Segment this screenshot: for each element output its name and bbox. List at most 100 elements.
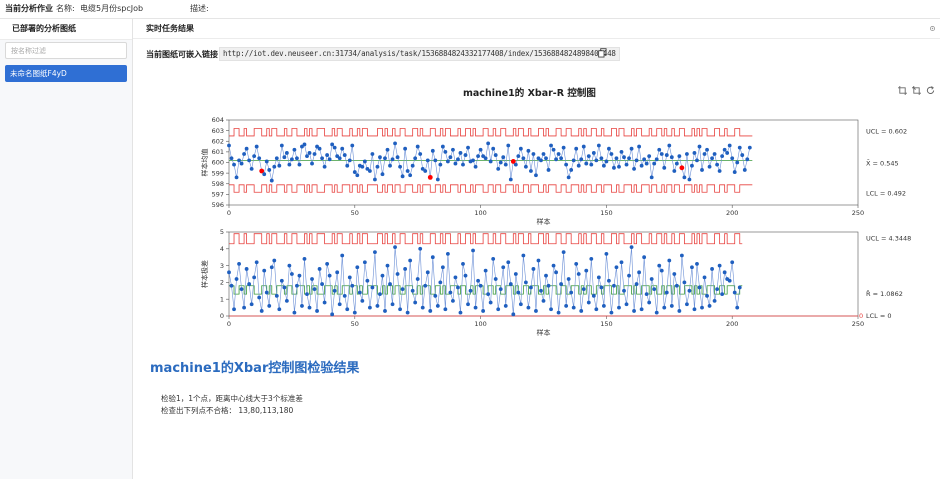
embed-link-url[interactable]: http://iot.dev.neuseer.cn:31734/analysis… [219,47,620,61]
data-point [685,152,689,156]
data-point [463,273,468,278]
data-point [403,267,408,271]
data-point [390,302,395,307]
x-tick-label: 200 [726,209,738,217]
data-point [690,265,694,270]
data-point [315,144,319,149]
center-label: R̄ = 1.0862 [866,289,903,298]
panel-title: 实时任务结果 [133,19,940,39]
data-point [378,292,382,297]
data-point [712,298,717,303]
data-point [697,144,702,149]
data-point [327,157,332,162]
data-point [604,251,609,256]
alarm-point [510,159,516,164]
data-point [380,172,385,177]
data-point [488,159,493,164]
data-point [227,143,231,148]
data-point [410,163,415,168]
data-point [320,282,324,286]
zero-label: 0 [859,312,863,320]
x-tick-label: 150 [600,320,612,328]
data-point [435,304,440,308]
data-point [732,170,737,174]
filter-input[interactable] [5,42,127,59]
data-point [669,155,674,160]
data-point [466,145,470,150]
data-point [607,146,611,151]
data-point [612,283,616,288]
data-point [327,273,332,278]
alarm-point [259,168,265,174]
data-point [430,255,435,260]
data-point [448,155,453,160]
data-point [332,288,337,293]
data-point [496,166,501,171]
refresh-icon[interactable] [926,86,935,95]
data-point [325,153,330,157]
data-point [516,154,521,159]
crop-restore-icon[interactable] [912,86,921,95]
data-point [518,146,523,151]
data-point [534,309,538,313]
data-point [458,151,463,155]
data-point [239,161,244,166]
data-point [501,155,506,160]
data-point [664,153,669,157]
data-point [277,307,282,312]
data-point [627,156,631,161]
data-point [546,283,551,288]
data-point [702,275,707,280]
data-point [398,307,402,312]
data-point [332,145,337,150]
data-point [247,158,252,163]
copy-icon[interactable] [598,48,607,58]
data-point [747,145,752,150]
data-point [735,305,740,310]
data-point [297,162,302,167]
data-point [518,302,523,307]
y-tick-label: 0 [220,312,224,320]
data-point [262,268,267,273]
gear-icon[interactable] [929,25,936,32]
drawing-item[interactable]: 未命名图纸F4yD [5,65,127,82]
data-point [584,161,589,166]
data-point [715,287,720,292]
data-point [481,309,486,313]
x-axis-label: 样本 [537,217,551,226]
task-result-panel: 实时任务结果 当前图纸可嵌入链接 http://iot.dev.neuseer.… [133,19,940,479]
data-point [722,270,727,275]
data-point [347,158,352,163]
data-point [493,277,498,281]
data-point [458,310,463,315]
data-point [727,143,732,148]
data-point [292,310,297,315]
result-line: 检查出下列点不合格： 13,80,113,180 [161,406,294,415]
data-point [247,282,252,286]
alarm-point [679,165,685,171]
data-point [710,267,714,271]
data-point [272,258,277,263]
data-point [322,300,327,305]
data-point [330,312,335,317]
data-series-line [228,247,741,315]
data-point [634,158,639,163]
data-point [639,163,644,168]
data-point [687,288,692,293]
data-point [297,273,302,278]
data-point [267,304,272,308]
data-point [529,285,533,290]
data-point [536,156,541,161]
data-point [254,260,259,265]
data-point [679,253,684,258]
y-tick-label: 604 [212,116,224,124]
data-point [451,147,455,152]
data-point [551,147,556,152]
data-point [242,305,246,310]
data-point [375,164,380,169]
crop-icon[interactable] [898,86,907,95]
data-point [659,152,664,156]
data-point [335,154,340,159]
data-point [622,155,626,160]
data-point [725,151,730,155]
